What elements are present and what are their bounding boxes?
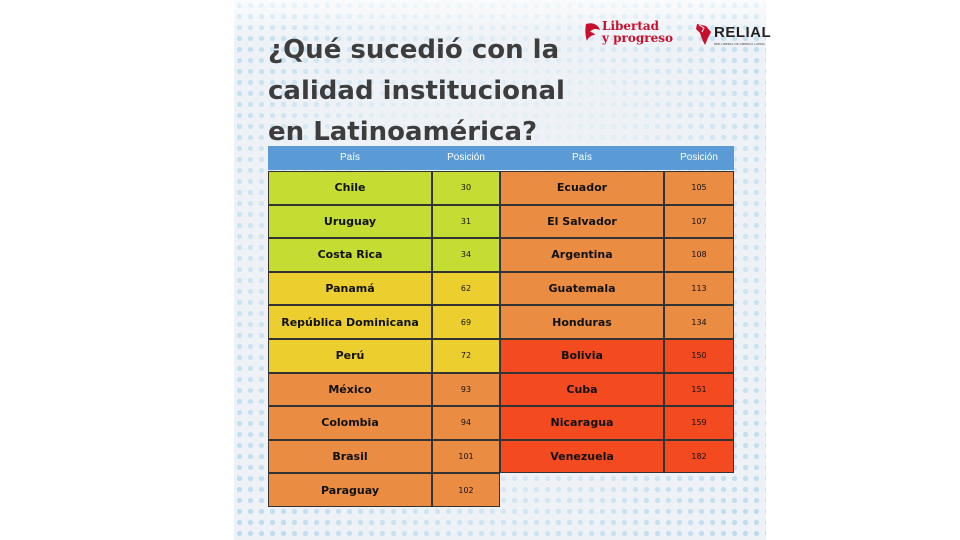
table-cell-position: 101 (432, 439, 500, 474)
table-cell-position: 94 (432, 406, 500, 440)
top-highlight (234, 0, 766, 40)
table-header: País Posición País Posición (268, 146, 734, 170)
relial-map-icon (696, 24, 711, 45)
table-cell-position: 34 (432, 238, 500, 272)
table-cell-position: 182 (664, 439, 734, 474)
table-cell-country: Venezuela (500, 439, 664, 474)
table-cell-position: 72 (432, 339, 500, 373)
table-cell-position: 107 (664, 204, 734, 239)
table-cell-position: 151 (664, 372, 734, 407)
table-cell-country: El Salvador (500, 204, 664, 239)
relial-logo-subtitle: RED LIBERAL DE AMÉRICA LATINA (714, 42, 765, 46)
header-country-left: País (339, 152, 360, 163)
table-cell-country: Bolivia (500, 339, 664, 373)
table-cell-position: 69 (432, 305, 500, 339)
table-cell-country: Colombia (268, 406, 432, 440)
table-cell-country: Perú (268, 339, 432, 373)
table-cell-country: Chile (268, 171, 432, 205)
table-cell-position: 159 (664, 406, 734, 440)
page-title: ¿Qué sucedió con la calidad instituciona… (268, 35, 565, 147)
table-cell-position: 62 (432, 271, 500, 306)
table-cell-position: 31 (432, 204, 500, 239)
table-cell-country: Honduras (500, 305, 664, 339)
table-cell-country: Uruguay (268, 204, 432, 239)
table-cell-country: Argentina (500, 238, 664, 272)
relial-logo-text: RELIAL (714, 24, 772, 41)
table-cell-position: 134 (664, 305, 734, 339)
table-cell-position: 108 (664, 238, 734, 272)
table-cell-position: 102 (432, 473, 500, 507)
libertad-flame-icon (585, 23, 600, 41)
table-cell-position: 93 (432, 372, 500, 407)
header-position-right: Posición (680, 152, 718, 163)
table-cell-position: 150 (664, 339, 734, 373)
header-position-left: Posición (447, 152, 485, 163)
table-cell-country: Nicaragua (500, 406, 664, 440)
table-cell-country: República Dominicana (268, 305, 432, 339)
table-cell-position: 113 (664, 271, 734, 306)
table-cell-country: México (268, 372, 432, 407)
table-cell-country: Brasil (268, 439, 432, 474)
table-cell-position: 30 (432, 171, 500, 205)
table-cell-country: Paraguay (268, 473, 432, 507)
table-cell-country: Costa Rica (268, 238, 432, 272)
table-cell-country: Ecuador (500, 171, 664, 205)
header-country-right: País (571, 152, 592, 163)
table-cell-country: Guatemala (500, 271, 664, 306)
libertad-logo-text: Libertad y progreso (602, 19, 673, 45)
libertad-y-progreso-logo: Libertad y progreso (584, 18, 688, 48)
table-cell-position: 105 (664, 171, 734, 205)
logo-group: Libertad y progreso RELIAL RED LIBERAL D… (584, 16, 771, 50)
table-cell-country: Cuba (500, 372, 664, 407)
relial-logo: RELIAL RED LIBERAL DE AMÉRICA LATINA (694, 16, 771, 50)
table-cell-country: Panamá (268, 271, 432, 306)
